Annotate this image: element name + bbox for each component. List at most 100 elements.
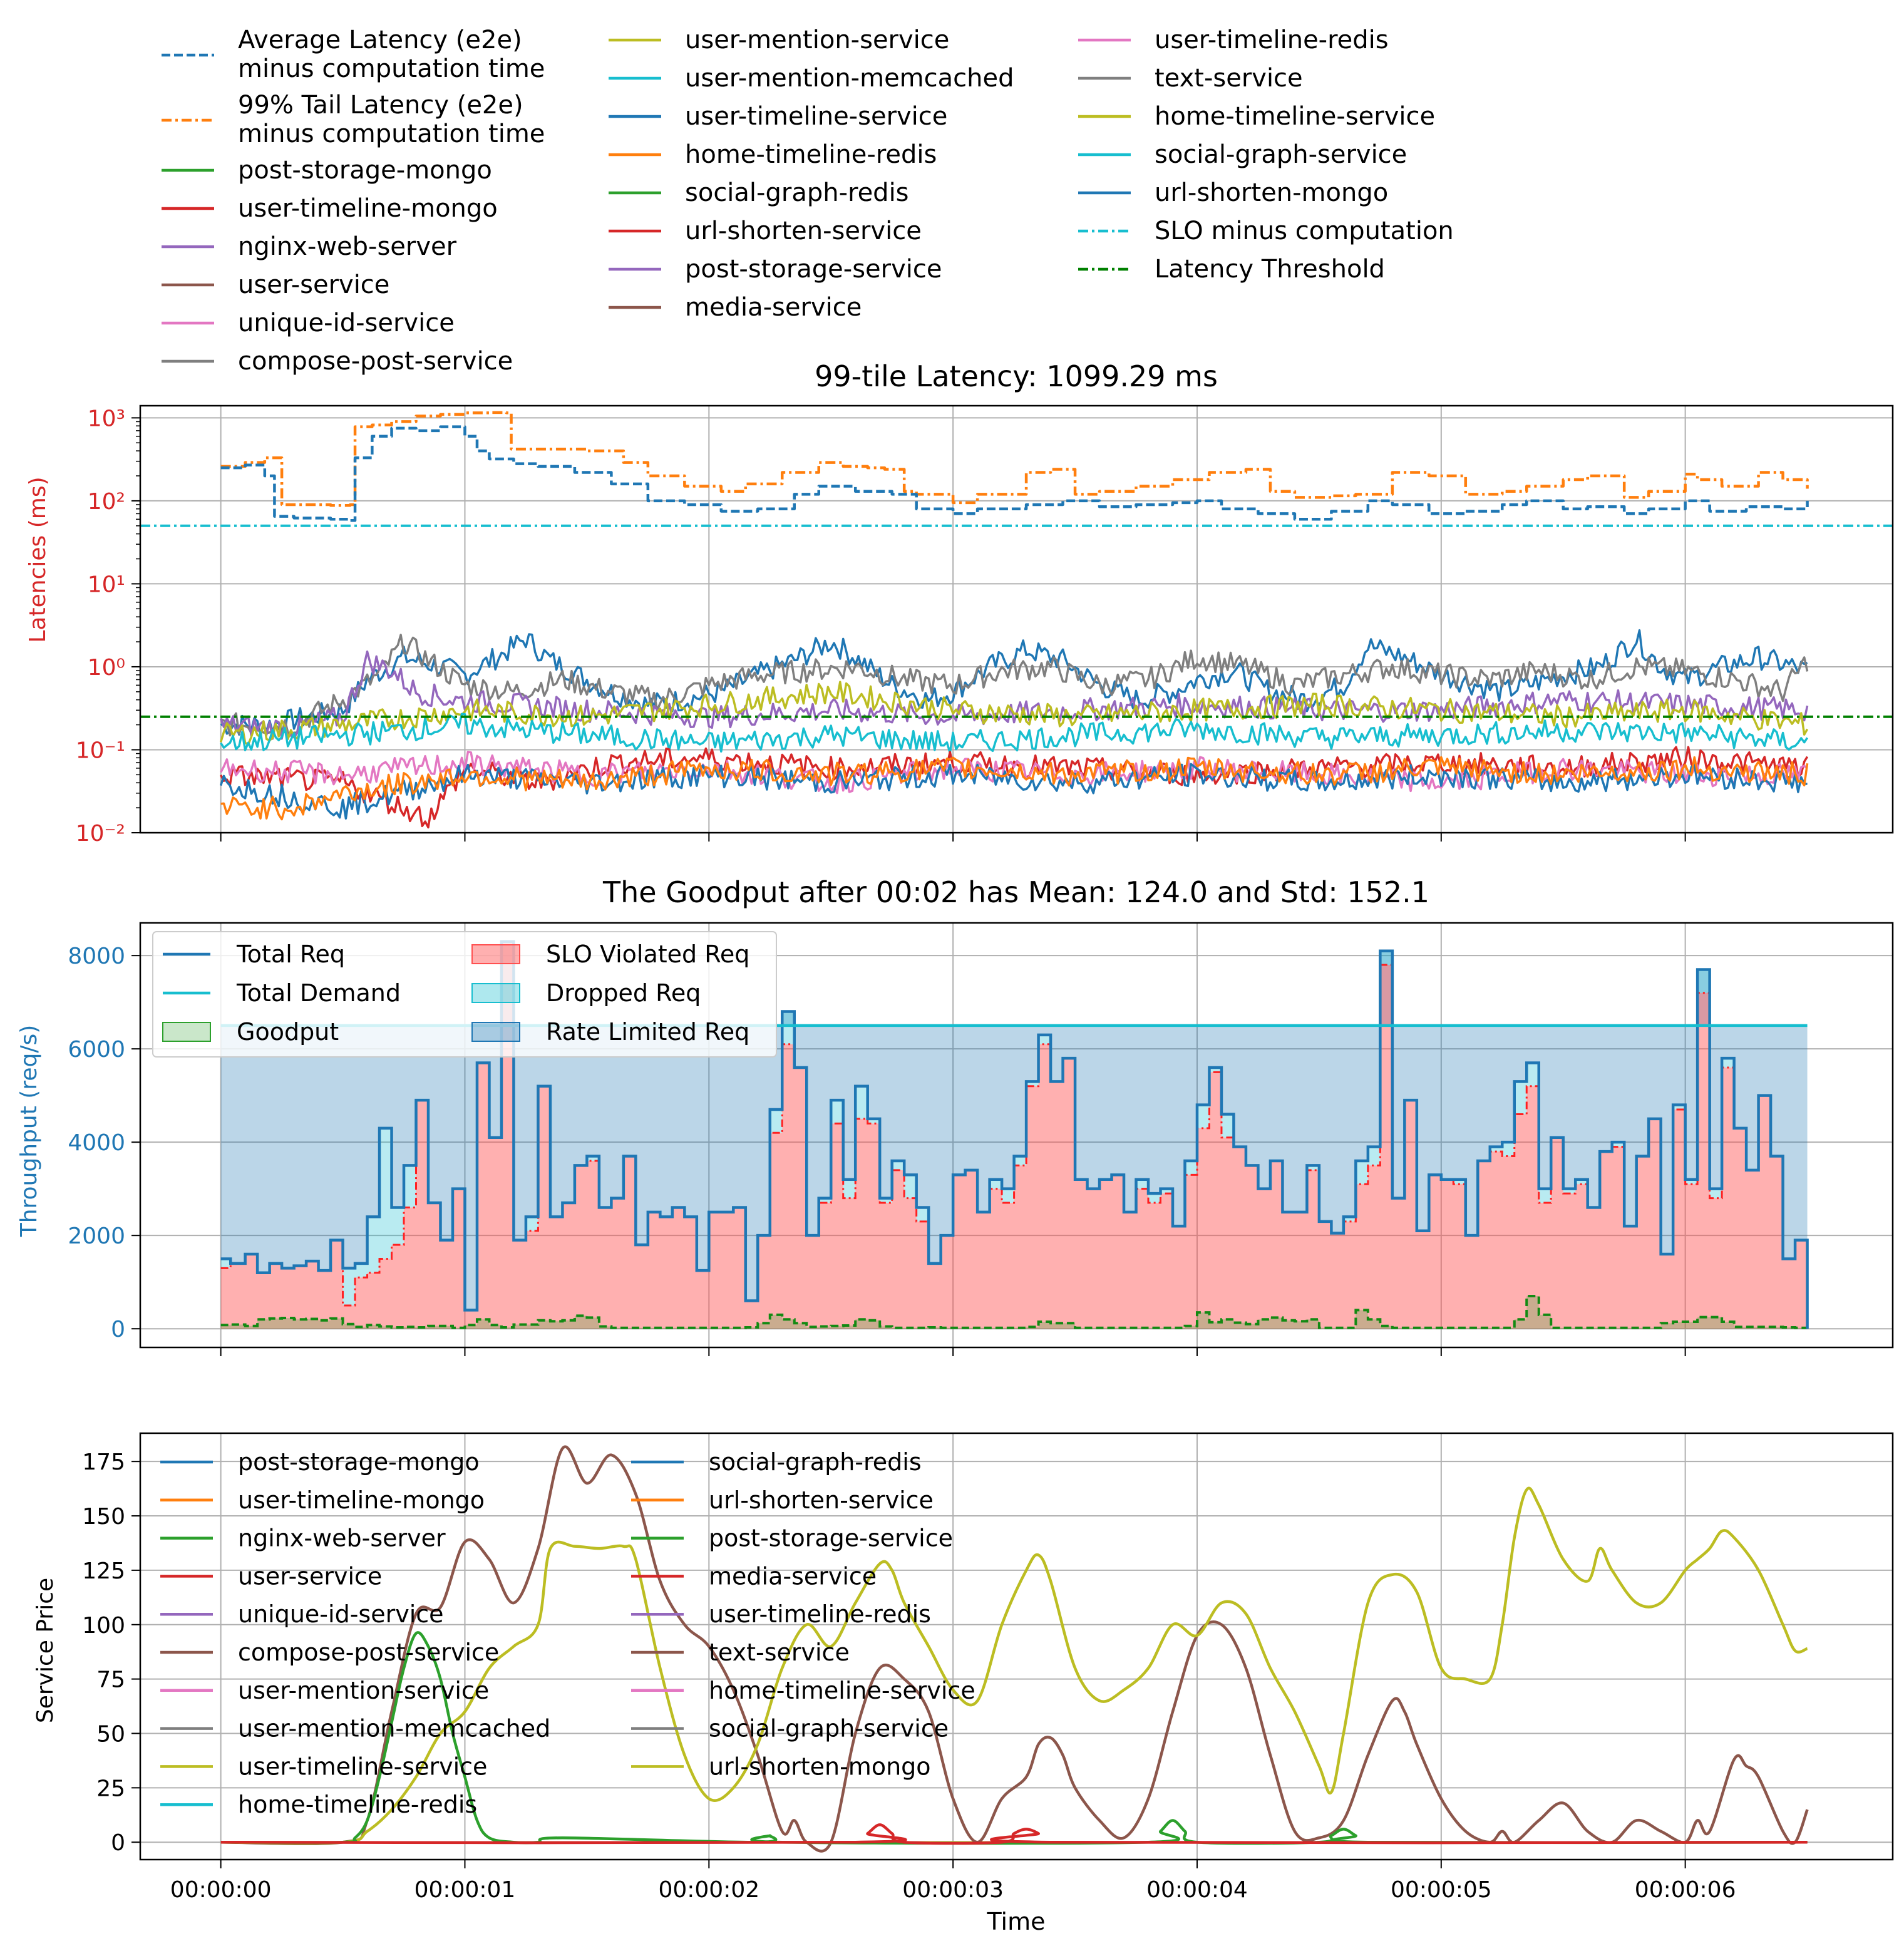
price-line-url-shorten-mongo	[220, 1486, 1808, 1845]
axes-frame	[139, 404, 1894, 834]
legend-label: SLO minus computation	[1155, 217, 1454, 245]
slo-violated-area	[220, 941, 1808, 1329]
legend-label: social-graph-redis	[709, 1448, 922, 1476]
x-tick-label: 00:00:04	[1146, 1877, 1248, 1903]
legend-label: post-storage-mongo	[238, 156, 492, 185]
x-tick-label: 00:00:06	[1635, 1877, 1736, 1903]
legend-label: Total Demand	[236, 979, 401, 1007]
latency-panel-ylabel: Latencies (ms)	[25, 476, 51, 642]
legend-label: social-graph-service	[1155, 140, 1407, 169]
legend-label: user-service	[238, 1562, 382, 1590]
y-tick-label: 10¹	[88, 572, 125, 597]
latency-line-user-timeline-service	[219, 763, 1808, 820]
y-tick-label: 100	[82, 1613, 125, 1639]
legend-label: Goodput	[237, 1018, 339, 1046]
legend-label: home-timeline-service	[709, 1677, 975, 1704]
latency-line-user-timeline-mongo	[220, 746, 1809, 829]
legend-label: Total Req	[236, 940, 345, 968]
price-panel-xlabel: Time	[987, 1908, 1046, 1935]
throughput-panel-title: The Goodput after 00:02 has Mean: 124.0 …	[602, 875, 1429, 909]
axes-frame	[139, 922, 1894, 1349]
legend-label: post-storage-mongo	[238, 1448, 480, 1476]
legend-label: text-service	[1155, 64, 1303, 93]
y-tick-label: 4000	[68, 1130, 125, 1156]
legend-label: user-mention-service	[685, 26, 949, 54]
legend-label: compose-post-service	[238, 347, 513, 376]
latency-line-compose-post-service	[220, 634, 1809, 737]
legend-label: nginx-web-server	[238, 232, 457, 261]
latency-line-social-graph-service	[220, 713, 1809, 754]
y-tick-label: 0	[111, 1317, 125, 1342]
legend-label: user-timeline-redis	[1155, 26, 1389, 54]
legend-label: media-service	[709, 1562, 877, 1590]
legend-label: home-timeline-redis	[238, 1791, 477, 1818]
y-tick-label: 10²	[88, 489, 125, 515]
y-tick-label: 75	[96, 1667, 125, 1693]
y-tick-label: 10⁻²	[76, 821, 125, 847]
legend-label: home-timeline-service	[1155, 102, 1435, 131]
y-tick-label: 150	[82, 1504, 125, 1530]
legend-label: Dropped Req	[546, 979, 701, 1007]
legend-label: unique-id-service	[238, 309, 455, 337]
throughput-legend-box	[152, 931, 777, 1058]
legend-label: social-graph-service	[709, 1715, 949, 1743]
legend-label: Rate Limited Req	[546, 1018, 749, 1046]
y-tick-label: 0	[111, 1830, 125, 1856]
legend-label: media-service	[685, 293, 862, 322]
y-tick-label: 125	[82, 1558, 125, 1584]
price-line-user-service	[220, 1823, 1808, 1845]
legend-label: user-mention-service	[238, 1677, 489, 1704]
throughput-panel-ylabel: Throughput (req/s)	[16, 1025, 42, 1238]
axes-frame	[139, 1432, 1894, 1861]
latency-line-99-tail-latency-e2e-minus-computation-time	[220, 411, 1809, 507]
throughput-panel: The Goodput after 00:02 has Mean: 124.0 …	[16, 875, 1894, 1356]
legend-label: user-timeline-mongo	[238, 194, 498, 223]
legend-label: user-mention-memcached	[238, 1715, 550, 1743]
latency-line-nginx-web-server	[219, 650, 1809, 740]
latency-line-home-timeline-redis	[220, 756, 1809, 821]
legend-label: compose-post-service	[238, 1639, 499, 1666]
price-panel-ylabel: Service Price	[33, 1578, 58, 1723]
legend-label: minus computation time	[238, 120, 545, 148]
price-line-compose-post-service	[220, 1445, 1809, 1853]
legend-swatch	[471, 983, 520, 1003]
legend-label: url-shorten-mongo	[709, 1753, 931, 1780]
legend-label: Latency Threshold	[1155, 255, 1385, 284]
total-req-line	[220, 940, 1809, 1329]
legend-swatch	[162, 1022, 211, 1042]
legend-label: Average Latency (e2e)	[238, 26, 522, 54]
legend-label: user-timeline-redis	[709, 1600, 931, 1628]
legend-label: home-timeline-redis	[685, 140, 937, 169]
y-tick-label: 50	[96, 1721, 125, 1747]
legend-label: unique-id-service	[238, 1600, 444, 1628]
y-tick-label: 6000	[68, 1037, 125, 1063]
legend-swatch	[471, 944, 520, 964]
legend-label: 99% Tail Latency (e2e)	[238, 91, 523, 120]
y-tick-label: 175	[82, 1449, 125, 1475]
x-tick-label: 00:00:02	[658, 1877, 759, 1903]
top-legend: Average Latency (e2e) minus computation t…	[162, 26, 1454, 376]
legend-label: user-timeline-mongo	[238, 1486, 485, 1514]
legend-label: text-service	[709, 1639, 850, 1666]
goodput-line	[220, 1295, 1809, 1329]
x-tick-label: 00:00:00	[170, 1877, 272, 1903]
y-tick-label: 10³	[88, 406, 125, 431]
legend-label: post-storage-service	[685, 255, 942, 284]
legend-label: url-shorten-mongo	[1155, 178, 1388, 207]
y-tick-label: 25	[96, 1776, 125, 1801]
y-tick-label: 10⁰	[88, 655, 125, 681]
latency-series-group	[140, 411, 1893, 829]
latency-panel: 99-tile Latency: 1099.29 ms Latencies (m…	[25, 359, 1894, 847]
latency-line-user-mention-service	[219, 681, 1809, 746]
x-tick-label: 00:00:05	[1391, 1877, 1492, 1903]
legend-label: SLO Violated Req	[546, 940, 749, 968]
y-tick-label: 2000	[68, 1223, 125, 1249]
price-panel: Service Price Time 0 25 50 75 100 125 150 175 00…	[33, 1432, 1894, 1935]
latency-panel-title: 99-tile Latency: 1099.29 ms	[815, 359, 1218, 393]
legend-label: url-shorten-service	[685, 217, 922, 245]
legend-label: url-shorten-service	[709, 1486, 934, 1514]
legend-label: social-graph-redis	[685, 178, 909, 207]
legend-swatch	[471, 1022, 520, 1042]
legend-label: nginx-web-server	[238, 1525, 446, 1552]
